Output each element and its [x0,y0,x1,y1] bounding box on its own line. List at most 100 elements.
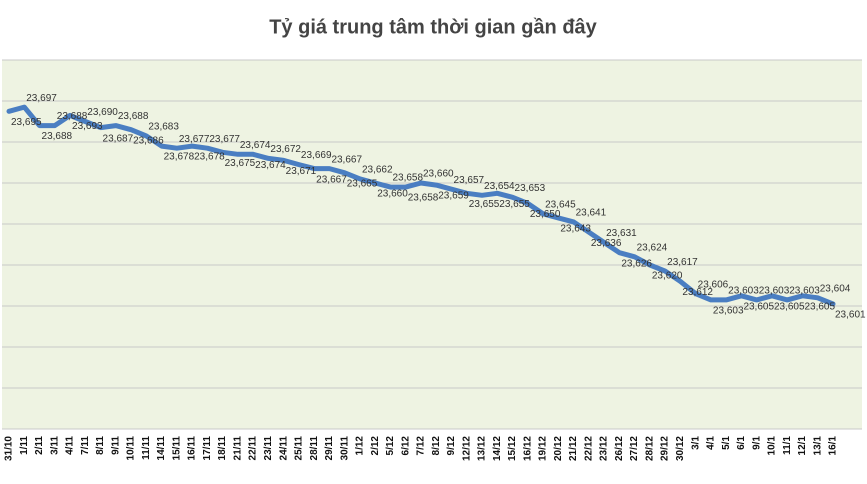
data-label: 23,606 [698,279,729,290]
data-label: 23,641 [576,208,607,219]
x-tick-label: 11/1 [782,436,793,455]
data-label: 23,650 [530,209,561,220]
data-label: 23,603 [789,285,820,296]
data-label: 23,617 [667,257,698,268]
x-tick-label: 1/12 [355,436,366,456]
data-label: 23,667 [331,154,362,165]
x-tick-label: 25/11 [294,436,305,461]
data-label: 23,669 [301,150,332,161]
x-tick-label: 6/12 [400,436,411,456]
x-tick-label: 2/11 [34,436,45,455]
data-label: 23,687 [103,133,134,144]
x-tick-label: 5/12 [385,436,396,456]
data-line [6,104,836,307]
data-label: 23,636 [591,238,622,249]
x-tick-label: 19/12 [538,436,549,461]
x-tick-label: 13/1 [812,436,823,456]
data-label: 23,612 [682,287,713,298]
data-label: 23,675 [225,158,256,169]
data-label: 23,658 [408,193,439,204]
x-tick-label: 21/12 [568,436,579,461]
data-label: 23,657 [454,175,485,186]
data-label: 23,655 [499,199,530,210]
data-label: 23,660 [423,169,454,180]
data-label: 23,620 [652,271,683,282]
plot-area [2,60,862,429]
x-tick-label: 22/12 [584,436,595,461]
x-tick-label: 11/11 [141,436,152,460]
x-tick-label: 8/12 [431,436,442,456]
x-tick-label: 27/12 [629,436,640,461]
x-tick-label: 9/1 [751,436,762,450]
x-tick-label: 4/11 [65,436,76,455]
data-label: 23,660 [377,189,408,200]
chart-title: Tỷ giá trung tâm thời gian gần đây [269,16,597,38]
data-label: 23,603 [759,285,790,296]
data-label: 23,693 [72,121,103,132]
x-tick-label: 24/11 [278,436,289,461]
x-tick-label: 30/11 [339,436,350,461]
data-label: 23,688 [42,131,73,142]
x-tick-label: 12/12 [461,436,472,461]
x-tick-label: 20/12 [553,436,564,461]
x-tick-label: 2/12 [370,436,381,456]
data-label: 23,605 [774,301,805,312]
x-tick-label: 8/11 [95,436,106,455]
data-label: 23,690 [87,107,118,118]
data-label: 23,677 [209,134,240,145]
x-tick-label: 31/10 [4,436,15,461]
data-label: 23,655 [469,199,500,210]
x-tick-label: 16/1 [828,436,839,456]
x-tick-label: 10/1 [767,436,778,456]
x-tick-label: 3/1 [690,436,701,450]
data-label: 23,667 [316,174,347,185]
data-label: 23,605 [743,301,774,312]
data-label: 23,659 [438,191,469,202]
x-tick-label: 7/12 [416,436,427,456]
x-tick-label: 6/1 [736,436,747,450]
data-label: 23,605 [804,301,835,312]
x-tick-label: 22/11 [248,436,259,461]
x-tick-label: 13/12 [477,436,488,461]
x-tick-label: 10/11 [126,436,137,461]
x-tick-label: 17/11 [202,436,213,461]
x-tick-label: 28/11 [309,436,320,461]
x-tick-label: 26/12 [614,436,625,461]
data-label: 23,678 [194,152,225,163]
data-label: 23,686 [133,135,164,146]
data-label: 23,683 [148,121,179,132]
x-tick-label: 4/1 [706,436,717,450]
x-tick-label: 5/1 [721,436,732,450]
x-tick-label: 9/12 [446,436,457,456]
data-label: 23,674 [255,160,286,171]
data-label: 23,678 [164,152,195,163]
data-label: 23,601 [835,310,866,321]
x-tick-label: 16/11 [187,436,198,461]
x-tick-label: 1/11 [19,436,30,455]
data-label: 23,645 [545,199,576,210]
data-label: 23,665 [347,178,378,189]
x-tick-label: 28/12 [645,436,656,461]
x-tick-label: 15/12 [507,436,518,461]
data-label: 23,626 [621,258,652,269]
data-label: 23,604 [820,283,851,294]
x-tick-label: 29/12 [660,436,671,461]
data-label: 23,658 [392,173,423,184]
x-tick-label: 14/12 [492,436,503,461]
x-tick-label: 12/1 [797,436,808,456]
x-tick-label: 23/11 [263,436,274,461]
data-label: 23,671 [286,166,317,177]
data-label: 23,697 [26,93,57,104]
x-tick-label: 18/11 [217,436,228,461]
x-tick-label: 7/11 [80,436,91,455]
data-label: 23,674 [240,140,271,151]
x-tick-label: 15/11 [172,436,183,461]
x-tick-label: 21/11 [233,436,244,461]
data-label: 23,695 [11,117,42,128]
data-label: 23,653 [515,183,546,194]
x-tick-label: 14/11 [156,436,167,461]
data-label: 23,603 [713,305,744,316]
data-label: 23,688 [118,111,149,122]
data-label: 23,662 [362,165,393,176]
